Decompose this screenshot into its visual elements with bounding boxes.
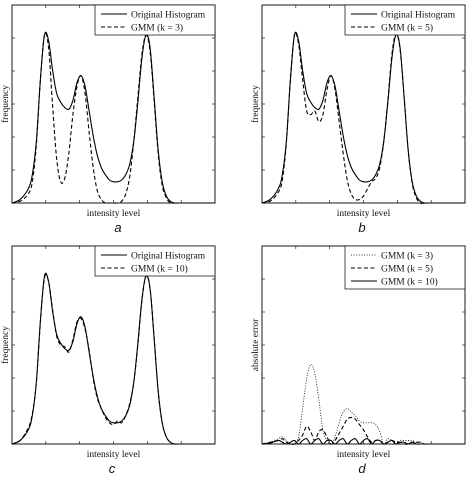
series-line-1 — [11, 31, 215, 204]
y-axis-label: frequency — [250, 85, 261, 123]
panel-a: Original Histogram GMM (k = 3) intensity l… — [0, 4, 216, 235]
legend-box — [94, 245, 216, 277]
legend-label: Original Histogram — [381, 10, 456, 20]
legend-label: Original Histogram — [131, 10, 206, 20]
panel-caption: b — [358, 220, 365, 235]
legend-box — [344, 4, 466, 36]
plot-frame — [11, 4, 216, 204]
legend-label: GMM (k = 3) — [381, 250, 433, 261]
legend-label: GMM (k = 5) — [381, 263, 433, 274]
x-axis-label: intensity level — [87, 209, 141, 219]
series-line-3 — [261, 438, 465, 445]
panel-b: Original Histogram GMM (k = 5) intensity l… — [250, 4, 466, 235]
x-axis-label: intensity level — [337, 209, 391, 219]
panel-caption: d — [358, 461, 366, 476]
panel-caption: a — [114, 220, 121, 235]
y-axis-label: absolute error — [251, 318, 261, 371]
series-line-2 — [261, 32, 465, 204]
plot-frame — [11, 245, 216, 445]
series-line-1 — [261, 31, 465, 204]
panel-caption: c — [109, 461, 116, 476]
legend-box — [94, 4, 216, 36]
x-axis-label: intensity level — [87, 450, 141, 460]
legend-label: GMM (k = 3) — [131, 22, 183, 33]
legend-label: GMM (k = 5) — [381, 22, 433, 33]
panel-c: Original Histogram GMM (k = 10) intensity … — [0, 245, 216, 476]
y-axis-label: frequency — [0, 85, 11, 123]
legend-label: GMM (k = 10) — [381, 276, 438, 287]
series-line-1 — [261, 363, 465, 446]
series-line-1 — [11, 272, 215, 445]
legend-label: GMM (k = 10) — [131, 263, 188, 274]
legend-label: Original Histogram — [131, 251, 206, 261]
plot-frame — [261, 4, 466, 204]
panel-d: GMM (k = 3) GMM (k = 5) GMM (k = 10) intens… — [251, 245, 466, 476]
series-line-2 — [11, 274, 215, 445]
x-axis-label: intensity level — [337, 450, 391, 460]
y-axis-label: frequency — [0, 326, 11, 364]
series-line-2 — [11, 32, 215, 204]
